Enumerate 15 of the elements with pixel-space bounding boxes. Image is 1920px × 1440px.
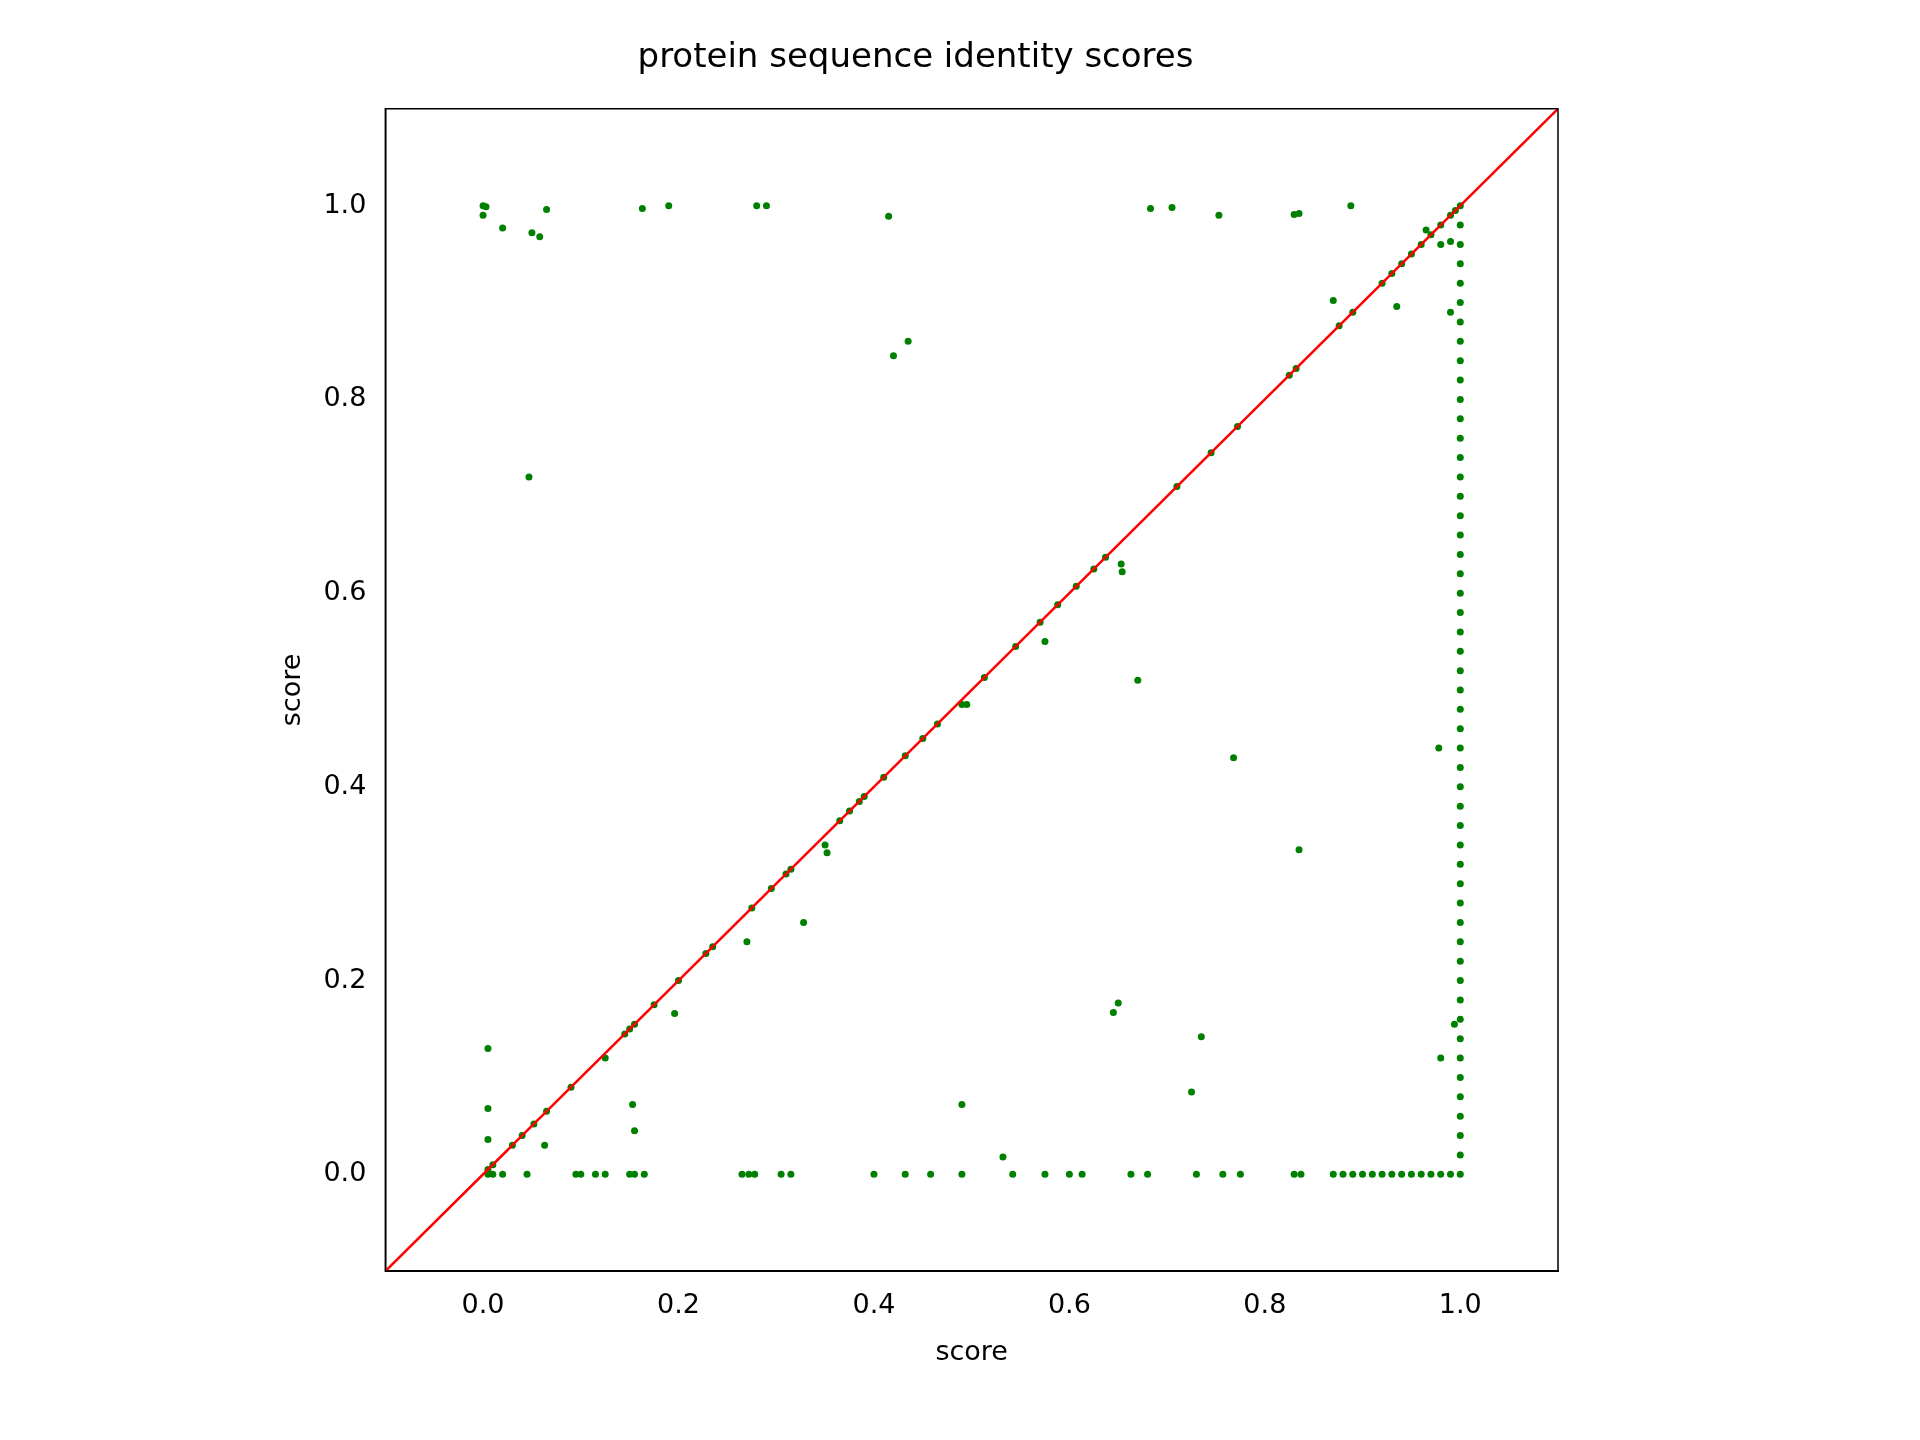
x-tick-label: 0.4	[852, 1288, 896, 1320]
y-tick-label: 0.6	[323, 575, 367, 607]
chart-title: protein sequence identity scores	[637, 35, 1194, 76]
y-axis-title: score	[275, 653, 307, 727]
x-axis-title: score	[935, 1334, 1008, 1366]
y-tick-label: 0.2	[323, 962, 367, 994]
y-tick-label: 0.0	[323, 1156, 367, 1188]
x-tick-label: 0.2	[657, 1288, 700, 1320]
x-tick-label: 0.0	[461, 1288, 505, 1320]
y-tick-label: 1.0	[323, 187, 367, 219]
x-tick-label: 0.6	[1047, 1288, 1091, 1320]
y-tick-label: 0.4	[323, 768, 367, 800]
x-tick-label: 1.0	[1438, 1288, 1482, 1320]
y-tick-label: 0.8	[323, 381, 367, 413]
x-tick-label: 0.8	[1243, 1288, 1287, 1320]
